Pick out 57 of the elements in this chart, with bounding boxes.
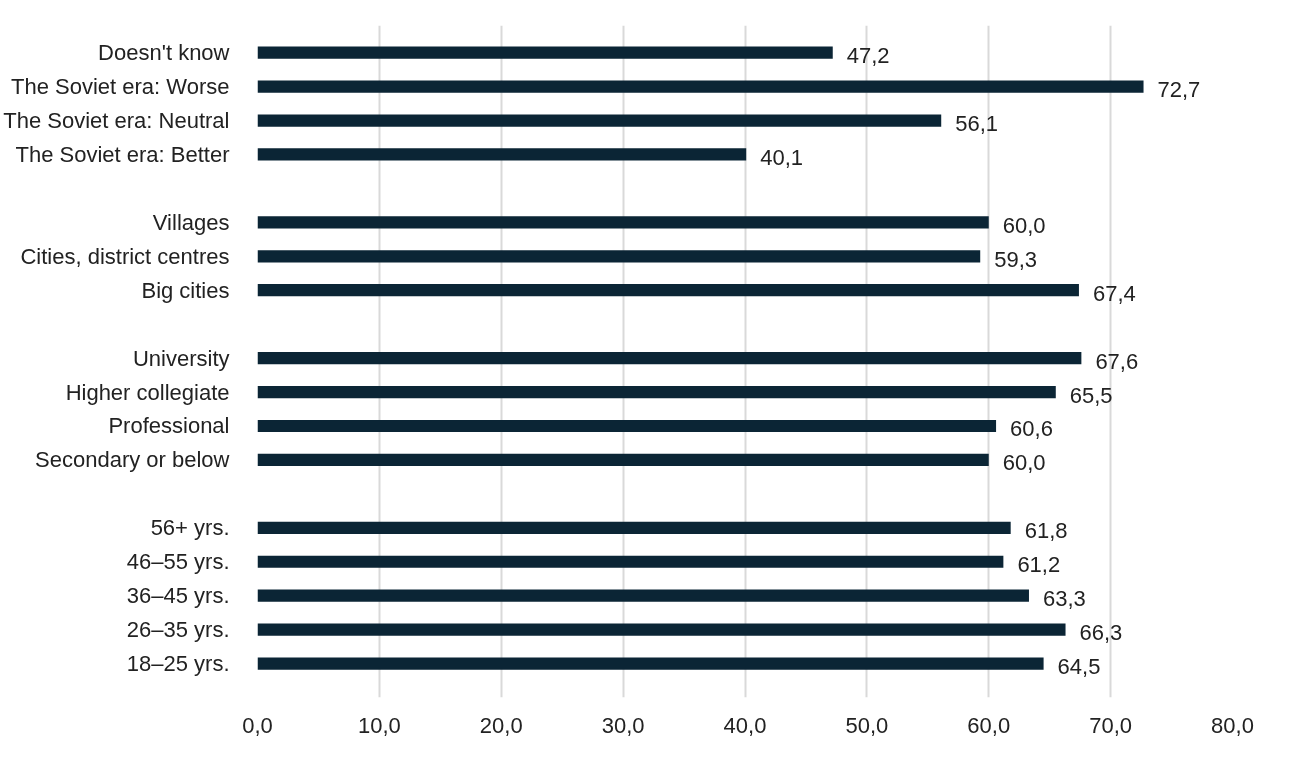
data-label: 63,3 — [1042, 586, 1086, 612]
data-label: 65,5 — [1069, 382, 1113, 408]
bar — [257, 216, 989, 229]
data-label: 56,1 — [955, 111, 999, 137]
data-label: 72,7 — [1157, 77, 1201, 103]
bar — [257, 352, 1082, 365]
y-tick-label: Professional — [108, 413, 230, 439]
bar — [257, 453, 989, 467]
bar — [257, 657, 1044, 670]
y-tick-label: 18–25 yrs. — [126, 651, 230, 677]
bar — [257, 555, 1004, 568]
y-tick-label: 56+ yrs. — [150, 515, 230, 541]
y-tick-label: 36–45 yrs. — [126, 583, 230, 609]
data-label: 60,0 — [1002, 450, 1046, 476]
data-label: 61,2 — [1017, 552, 1061, 578]
bar — [257, 46, 833, 59]
bar — [257, 521, 1011, 534]
x-tick-label: 70,0 — [1089, 712, 1133, 738]
y-tick-label: 26–35 yrs. — [126, 617, 230, 643]
y-tick-label: The Soviet era: Worse — [11, 74, 230, 100]
y-tick-label: Higher collegiate — [65, 379, 230, 405]
bar — [257, 114, 942, 127]
y-tick-label: The Soviet era: Better — [15, 141, 230, 167]
y-tick-label: The Soviet era: Neutral — [3, 108, 230, 134]
bar — [257, 284, 1079, 297]
data-label: 40,1 — [760, 144, 804, 170]
y-tick-label: Cities, district centres — [20, 243, 230, 269]
y-tick-label: University — [132, 345, 230, 371]
x-tick-label: 60,0 — [967, 712, 1011, 738]
data-label: 61,8 — [1024, 518, 1068, 544]
bar — [257, 80, 1144, 93]
y-tick-label: Secondary or below — [35, 447, 230, 473]
y-tick-label: Big cities — [141, 277, 230, 303]
y-tick-label: 46–55 yrs. — [126, 549, 230, 575]
data-label: 66,3 — [1079, 620, 1123, 646]
data-label: 67,6 — [1095, 348, 1139, 374]
x-tick-label: 0,0 — [242, 712, 273, 738]
data-label: 59,3 — [994, 246, 1038, 272]
data-label: 64,5 — [1057, 654, 1101, 680]
bar — [257, 589, 1029, 602]
bar — [257, 385, 1056, 399]
x-tick-label: 20,0 — [479, 712, 523, 738]
x-tick-label: 40,0 — [723, 712, 767, 738]
bar — [257, 148, 747, 161]
bar — [257, 419, 997, 433]
y-tick-label: Villages — [152, 209, 230, 235]
x-tick-label: 80,0 — [1211, 712, 1254, 738]
y-tick-label: Doesn't know — [98, 40, 230, 66]
bar — [257, 250, 981, 263]
x-tick-label: 10,0 — [357, 712, 401, 738]
x-tick-label: 30,0 — [601, 712, 645, 738]
data-label: 47,2 — [846, 43, 890, 69]
data-label: 67,4 — [1092, 280, 1136, 306]
data-label: 60,0 — [1002, 212, 1046, 238]
bar — [257, 623, 1066, 636]
data-label: 60,6 — [1010, 416, 1053, 442]
x-tick-label: 50,0 — [845, 712, 889, 738]
